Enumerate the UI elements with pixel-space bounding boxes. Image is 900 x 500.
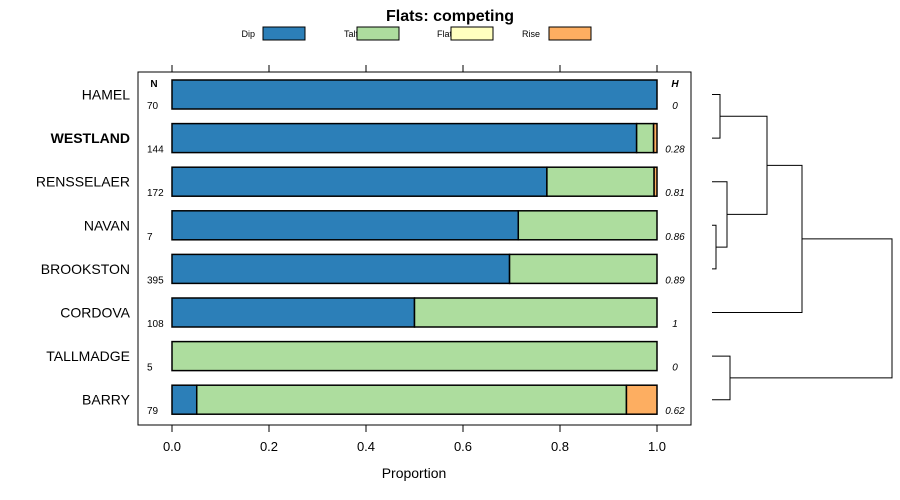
row-h: 0 <box>672 363 678 374</box>
bar-segment-rise <box>653 166 658 197</box>
bar-segment-talf <box>635 122 655 154</box>
row-n: 79 <box>147 406 159 417</box>
x-axis: 0.0 0.2 0.4 0.6 0.8 1.0 <box>163 65 666 454</box>
row-n: 144 <box>147 145 164 156</box>
bar-segment-dip <box>171 210 520 241</box>
x-tick-label: 0.2 <box>260 439 278 454</box>
bar-segment-talf <box>546 166 655 197</box>
bar-segment-rise <box>652 122 658 154</box>
row-label: BROOKSTON <box>41 261 130 277</box>
h-header: H <box>671 79 679 90</box>
row-n: 395 <box>147 275 164 286</box>
plot-frame <box>137 71 692 426</box>
bar-segment-talf <box>508 253 658 285</box>
row-label: RENSSELAER <box>36 174 130 190</box>
x-tick-label: 0.4 <box>357 439 375 454</box>
row-label: WESTLAND <box>51 130 130 146</box>
row-h: 0.81 <box>665 188 684 199</box>
bar-segment-talf <box>171 340 658 372</box>
bar-segment-talf <box>517 210 658 241</box>
bar-segment-dip <box>171 122 638 154</box>
row-label: NAVAN <box>84 217 130 233</box>
row-h: 0.89 <box>665 275 685 286</box>
row-label: CORDOVA <box>60 305 130 321</box>
bar-segment-dip <box>171 166 548 197</box>
row-n: 108 <box>147 319 164 330</box>
dendrogram <box>712 94 893 401</box>
x-axis-label: Proportion <box>382 465 447 481</box>
chart-title: Flats: competing <box>386 8 514 25</box>
legend-swatch-flat <box>450 26 494 41</box>
x-tick-label: 0.8 <box>551 439 569 454</box>
bar-segment-dip <box>171 384 198 415</box>
legend: Dip Talf Flat Rise <box>241 26 592 41</box>
legend-label-talf: Talf <box>344 29 359 39</box>
row-n: 5 <box>147 363 153 374</box>
dendrogram-branch <box>712 224 717 270</box>
row-h: 1 <box>672 319 678 330</box>
row-label: HAMEL <box>82 87 130 103</box>
dendrogram-branch <box>712 94 721 139</box>
dendrogram-branch <box>712 355 731 401</box>
legend-label-flat: Flat <box>437 29 453 39</box>
bar-segment-dip <box>171 297 416 328</box>
row-h: 0.28 <box>665 145 685 156</box>
x-tick-label: 0.6 <box>454 439 472 454</box>
bar-segment-dip <box>171 79 658 110</box>
dendrogram-branch <box>712 164 803 313</box>
row-h: 0 <box>672 101 678 112</box>
x-tick-label: 0.0 <box>163 439 181 454</box>
row-n: 70 <box>147 101 159 112</box>
bar-segment-dip <box>171 253 511 285</box>
dendrogram-branch <box>730 238 893 379</box>
bar-segment-rise <box>625 384 658 415</box>
row-n: 7 <box>147 232 153 243</box>
row-label: TALLMADGE <box>46 348 130 364</box>
legend-swatch-talf <box>356 26 400 41</box>
legend-label-rise: Rise <box>522 29 540 39</box>
row-h: 0.86 <box>665 232 685 243</box>
legend-swatch-dip <box>262 26 306 41</box>
legend-swatch-rise <box>548 26 592 41</box>
row-h: 0.62 <box>665 406 685 417</box>
x-tick-label: 1.0 <box>648 439 666 454</box>
dendrogram-branch <box>712 181 728 248</box>
legend-label-dip: Dip <box>241 29 255 39</box>
row-label: BARRY <box>82 392 131 408</box>
n-header: N <box>150 79 157 90</box>
bar-segment-talf <box>413 297 658 328</box>
row-n: 172 <box>147 188 164 199</box>
bar-segment-talf <box>195 384 628 415</box>
